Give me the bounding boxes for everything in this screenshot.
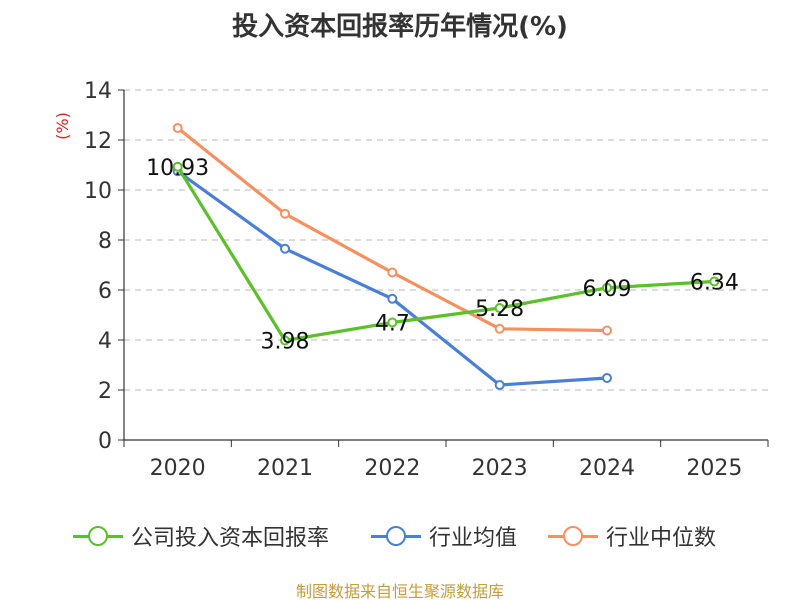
series-line-1 xyxy=(176,170,608,387)
legend-swatch-industry-median xyxy=(548,525,598,547)
series-lines xyxy=(172,123,720,390)
x-tick-label-2021: 2021 xyxy=(257,456,313,481)
series-0-point-2020 xyxy=(172,161,183,172)
data-label-2021: 3.98 xyxy=(261,330,310,355)
y-tick-label-8: 8 xyxy=(98,229,112,254)
series-2-point-2023 xyxy=(494,323,505,334)
data-label-2022: 4.7 xyxy=(375,312,410,337)
y-tick-label-4: 4 xyxy=(98,329,112,354)
x-tick-label-2022: 2022 xyxy=(364,456,420,481)
series-0-point-2022 xyxy=(387,317,398,328)
legend-item-industry-median[interactable]: 行业中位数 xyxy=(548,519,716,553)
series-2-point-2024 xyxy=(602,325,612,336)
legend-swatch-company xyxy=(73,525,123,547)
x-tick-label-2025: 2025 xyxy=(686,456,742,481)
series-2-point-2021 xyxy=(280,208,290,219)
y-tick-label-14: 14 xyxy=(84,79,112,104)
series-1-point-2021 xyxy=(280,243,290,254)
x-tick-label-2023: 2023 xyxy=(472,456,528,481)
legend-label-industry-median: 行业中位数 xyxy=(606,526,717,551)
legend: 公司投入资本回报率 行业均值 行业中位数 xyxy=(0,519,800,553)
series-0-point-2021 xyxy=(280,335,290,346)
data-labels: 10.93 3.98 4.7 5.28 6.09 6.34 xyxy=(146,156,739,355)
x-tick-label-2024: 2024 xyxy=(579,456,635,481)
series-1-point-2022 xyxy=(387,293,398,304)
series-0-point-2023 xyxy=(494,303,505,313)
data-label-2023: 5.28 xyxy=(475,297,524,322)
y-axis-label: (%) xyxy=(53,112,72,140)
series-line-0 xyxy=(176,165,715,343)
legend-item-company[interactable]: 公司投入资本回报率 xyxy=(73,519,329,553)
data-label-2025: 6.34 xyxy=(690,271,739,296)
series-1-point-2024 xyxy=(602,373,612,383)
y-tick-label-2: 2 xyxy=(98,379,112,404)
series-2-point-2020 xyxy=(172,123,183,133)
axes: 0 2 4 6 8 10 12 14 2020 2021 2022 2023 2024 2025 (%) xyxy=(53,79,769,481)
legend-label-company: 公司投入资本回报率 xyxy=(131,526,330,551)
grid-lines xyxy=(124,89,768,391)
legend-label-industry-average: 行业均值 xyxy=(429,526,518,551)
legend-item-industry-average[interactable]: 行业均值 xyxy=(371,519,517,553)
chart-title: 投入资本回报率历年情况(%) xyxy=(232,12,568,42)
y-tick-label-10: 10 xyxy=(84,179,112,204)
x-tick-label-2020: 2020 xyxy=(150,456,206,481)
data-label-2024: 6.09 xyxy=(583,277,632,302)
y-tick-label-12: 12 xyxy=(84,129,112,154)
series-0-point-2024 xyxy=(602,282,612,293)
legend-swatch-industry-average xyxy=(371,525,421,547)
data-label-2020: 10.93 xyxy=(146,156,209,181)
source-note: 制图数据来自恒生聚源数据库 xyxy=(295,582,504,600)
series-1-point-2023 xyxy=(494,380,505,390)
y-tick-label-6: 6 xyxy=(98,279,112,304)
y-tick-label-0: 0 xyxy=(98,429,112,454)
series-2-point-2022 xyxy=(387,267,398,278)
series-0-point-2025 xyxy=(709,276,720,287)
